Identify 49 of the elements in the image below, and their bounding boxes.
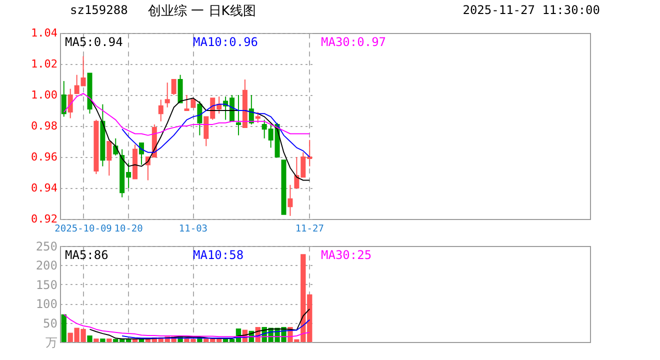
bar <box>61 314 66 342</box>
bar <box>106 338 112 342</box>
candlestick <box>197 100 202 136</box>
line-series <box>63 314 310 338</box>
y-tick-label: 250 <box>36 240 58 254</box>
text: 2025-11-27 11:30:00 <box>462 3 600 17</box>
y-tick-label: 150 <box>36 278 58 292</box>
candlestick <box>255 112 260 124</box>
y-tick-label: 0.96 <box>31 150 58 164</box>
y-tick-label: 1.02 <box>31 58 58 70</box>
bar <box>100 338 106 342</box>
candlestick <box>184 94 190 111</box>
candlestick <box>158 99 164 122</box>
candlestick <box>236 94 241 136</box>
candlestick <box>288 184 293 216</box>
text: MA5:86 <box>65 248 108 262</box>
candlestick <box>61 80 66 118</box>
candlestick <box>113 138 118 156</box>
y-tick-label: 50 <box>43 316 58 330</box>
y-tick-label: 万 <box>46 336 58 350</box>
candlestick <box>178 74 183 104</box>
y-tick-label: 200 <box>36 258 58 273</box>
y-tick-label: 0.94 <box>31 182 58 194</box>
y-tick-label: 1.04 <box>31 26 58 40</box>
candlestick <box>164 82 170 108</box>
x-tick-label: 10-20 <box>114 224 144 234</box>
y-tick-label: 0.98 <box>31 120 58 132</box>
text: MA30:0.97 <box>321 35 386 49</box>
bar <box>87 335 92 342</box>
x-tick-label: 11-03 <box>178 224 208 234</box>
x-tick-label: 2025-10-09 <box>54 224 112 234</box>
candlestick <box>190 98 196 108</box>
y-tick-label: 0.92 <box>31 212 58 226</box>
text: MA10:0.96 <box>193 35 258 49</box>
text: MA30:25 <box>321 248 372 262</box>
y-tick-label: 100 <box>36 297 58 312</box>
x-tick-label: 11-27 <box>295 224 324 234</box>
y-tick-label: 1.00 <box>31 88 58 102</box>
candlestick <box>68 88 73 119</box>
candlestick <box>106 141 112 176</box>
text: sz159288 <box>70 3 128 17</box>
text: MA10:58 <box>193 248 244 262</box>
candlestick <box>138 142 144 166</box>
text: MA5:0.94 <box>65 35 123 49</box>
bar <box>94 338 99 342</box>
chart-title: 创业综 一 日K线图 <box>148 3 256 20</box>
candlestick <box>171 79 176 96</box>
line-series <box>122 319 310 339</box>
line-series <box>89 308 310 340</box>
